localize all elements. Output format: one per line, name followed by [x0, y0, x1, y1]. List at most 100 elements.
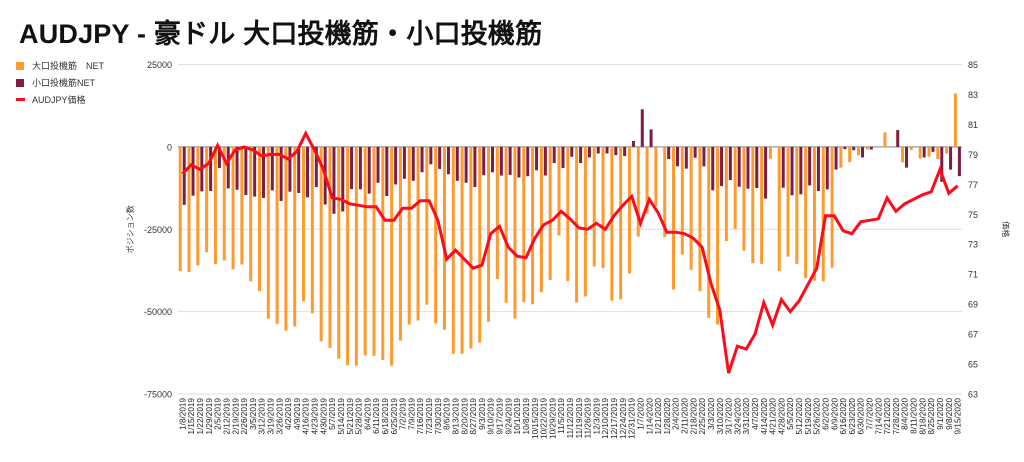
bar-large	[557, 146, 561, 236]
x-tick-label: 5/28/2019	[355, 398, 364, 435]
bar-large	[240, 146, 244, 265]
bar-large	[619, 146, 623, 300]
bar-small	[693, 146, 697, 158]
bar-large	[663, 146, 667, 238]
bar-small	[649, 129, 653, 147]
bar-large	[531, 146, 535, 305]
y-tick-label: -50000	[144, 307, 172, 317]
x-tick-label: 7/9/2019	[407, 398, 416, 430]
bar-small	[746, 146, 750, 189]
bar-large	[760, 146, 764, 264]
bar-large	[416, 146, 420, 321]
bar-large	[539, 146, 543, 293]
chart-title: AUDJPY - 豪ドル 大口投機筋・小口投機筋	[19, 19, 543, 49]
bar-small	[957, 146, 961, 177]
bar-small	[288, 146, 292, 192]
x-tick-label: 3/10/2020	[716, 398, 725, 435]
bar-small	[737, 146, 741, 187]
bar-large	[196, 146, 200, 266]
x-tick-label: 5/12/2020	[795, 398, 804, 435]
x-tick-label: 7/2/2019	[399, 398, 408, 430]
bar-small	[217, 146, 221, 168]
bar-small	[896, 130, 900, 147]
bar-small	[182, 146, 186, 205]
bar-small	[473, 146, 477, 188]
x-tick-label: 9/10/2019	[487, 398, 496, 435]
bar-large	[495, 146, 499, 280]
bar-large	[407, 146, 411, 325]
bar-small	[279, 146, 283, 201]
bar-small	[297, 146, 301, 194]
x-tick-label: 5/21/2019	[346, 398, 355, 435]
x-tick-label: 9/17/2019	[496, 398, 505, 435]
x-tick-label: 9/3/2019	[478, 398, 487, 430]
bar-small	[429, 146, 433, 165]
y2-tick-label: 79	[968, 150, 978, 160]
x-tick-label: 6/2/2020	[821, 398, 830, 430]
x-tick-label: 1/14/2020	[645, 398, 654, 435]
y2-tick-label: 81	[968, 120, 978, 130]
bar-large	[707, 146, 711, 318]
bar-large	[222, 146, 226, 261]
bar-large	[249, 146, 253, 282]
x-tick-label: 11/26/2019	[584, 398, 593, 439]
bar-small	[543, 146, 547, 176]
x-tick-label: 3/19/2019	[266, 398, 275, 435]
y2-tick-label: 85	[968, 60, 978, 70]
x-tick-label: 7/28/2020	[892, 398, 901, 435]
legend-item-small-speculators: 小口投機筋NET	[16, 74, 104, 91]
x-tick-label: 7/14/2020	[874, 398, 883, 435]
x-tick-label: 3/31/2020	[742, 398, 751, 435]
bar-small	[825, 146, 829, 190]
bar-large	[460, 146, 464, 354]
x-tick-label: 3/12/2019	[258, 398, 267, 435]
x-tick-label: 6/11/2019	[372, 398, 381, 434]
bar-large	[372, 146, 376, 356]
bar-small	[499, 146, 503, 176]
x-tick-label: 1/15/2019	[187, 398, 196, 435]
bar-small	[270, 146, 274, 191]
x-tick-label: 5/26/2020	[813, 398, 822, 435]
bar-large	[839, 146, 843, 168]
bar-small	[482, 146, 486, 176]
x-tick-label: 1/7/2020	[636, 398, 645, 430]
bar-large	[284, 146, 288, 331]
legend-label-small: 小口投機筋NET	[32, 78, 96, 88]
bar-large	[654, 146, 658, 207]
x-tick-label: 7/7/2020	[866, 398, 875, 430]
bar-large	[381, 146, 385, 361]
bar-small	[720, 146, 724, 187]
x-tick-label: 9/1/2020	[936, 398, 945, 430]
bar-small	[358, 146, 362, 190]
y2-tick-label: 71	[968, 270, 978, 280]
bar-small	[561, 146, 565, 168]
bar-small	[728, 146, 732, 181]
x-tick-label: 9/24/2019	[504, 398, 513, 435]
x-tick-label: 1/8/2019	[178, 398, 187, 430]
bar-large	[610, 146, 614, 301]
bar-large	[830, 146, 834, 268]
x-tick-label: 5/14/2019	[337, 398, 346, 435]
y-tick-label: 25000	[147, 60, 172, 70]
bar-large	[425, 146, 429, 305]
bar-small	[676, 146, 680, 167]
legend-label-large: 大口投機筋 NET	[32, 61, 105, 71]
bar-large	[257, 146, 261, 292]
x-tick-label: 8/11/2020	[910, 398, 919, 434]
y2-tick-label: 63	[968, 390, 978, 400]
bar-large	[751, 146, 755, 264]
bar-large	[848, 146, 852, 163]
bar-large	[786, 146, 790, 257]
bar-small	[869, 146, 873, 150]
bar-small	[711, 146, 715, 191]
x-tick-label: 7/23/2019	[425, 398, 434, 435]
legend-label-price: AUDJPY価格	[32, 95, 86, 105]
y2-tick-label: 75	[968, 210, 978, 220]
bar-large	[328, 146, 332, 348]
bar-large	[777, 146, 781, 272]
bar-large	[724, 146, 728, 242]
bar-small	[684, 146, 688, 169]
x-tick-label: 10/15/2019	[531, 398, 540, 439]
bar-small	[852, 146, 856, 151]
